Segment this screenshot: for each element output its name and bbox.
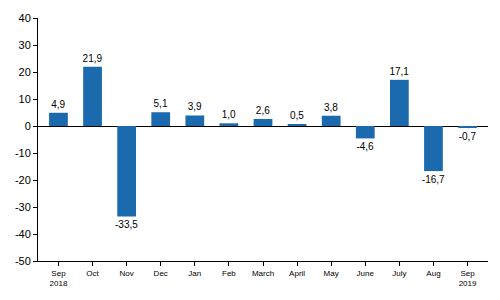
svg-text:Sep2019: Sep2019: [459, 269, 477, 288]
svg-text:April: April: [289, 269, 305, 278]
svg-text:Dec: Dec: [154, 269, 168, 278]
svg-text:0: 0: [25, 120, 31, 132]
svg-text:4,9: 4,9: [51, 99, 65, 110]
svg-text:-50: -50: [15, 255, 31, 267]
svg-text:5,1: 5,1: [154, 98, 168, 109]
svg-text:Nov: Nov: [120, 269, 134, 278]
svg-text:30: 30: [19, 39, 31, 51]
svg-text:-33,5: -33,5: [115, 219, 138, 230]
svg-text:1,0: 1,0: [222, 109, 236, 120]
svg-text:Oct: Oct: [86, 269, 99, 278]
svg-text:2,6: 2,6: [256, 105, 270, 116]
svg-text:-4,6: -4,6: [356, 141, 374, 152]
svg-text:3,8: 3,8: [324, 102, 338, 113]
svg-text:17,1: 17,1: [389, 66, 409, 77]
svg-text:Jan: Jan: [188, 269, 201, 278]
svg-text:3,9: 3,9: [188, 101, 202, 112]
svg-text:-40: -40: [15, 228, 31, 240]
svg-text:20: 20: [19, 66, 31, 78]
svg-text:Sep2018: Sep2018: [50, 269, 68, 288]
svg-text:0,5: 0,5: [290, 110, 304, 121]
svg-text:-10: -10: [15, 147, 31, 159]
svg-text:10: 10: [19, 93, 31, 105]
svg-text:Feb: Feb: [222, 269, 236, 278]
svg-text:-30: -30: [15, 201, 31, 213]
svg-text:-0,7: -0,7: [459, 131, 477, 142]
svg-text:21,9: 21,9: [83, 53, 103, 64]
svg-text:June: June: [357, 269, 375, 278]
svg-text:May: May: [324, 269, 339, 278]
svg-text:-16,7: -16,7: [422, 174, 445, 185]
svg-text:July: July: [392, 269, 406, 278]
svg-text:Aug: Aug: [426, 269, 440, 278]
svg-text:March: March: [252, 269, 274, 278]
svg-text:-20: -20: [15, 174, 31, 186]
svg-text:40: 40: [19, 12, 31, 24]
